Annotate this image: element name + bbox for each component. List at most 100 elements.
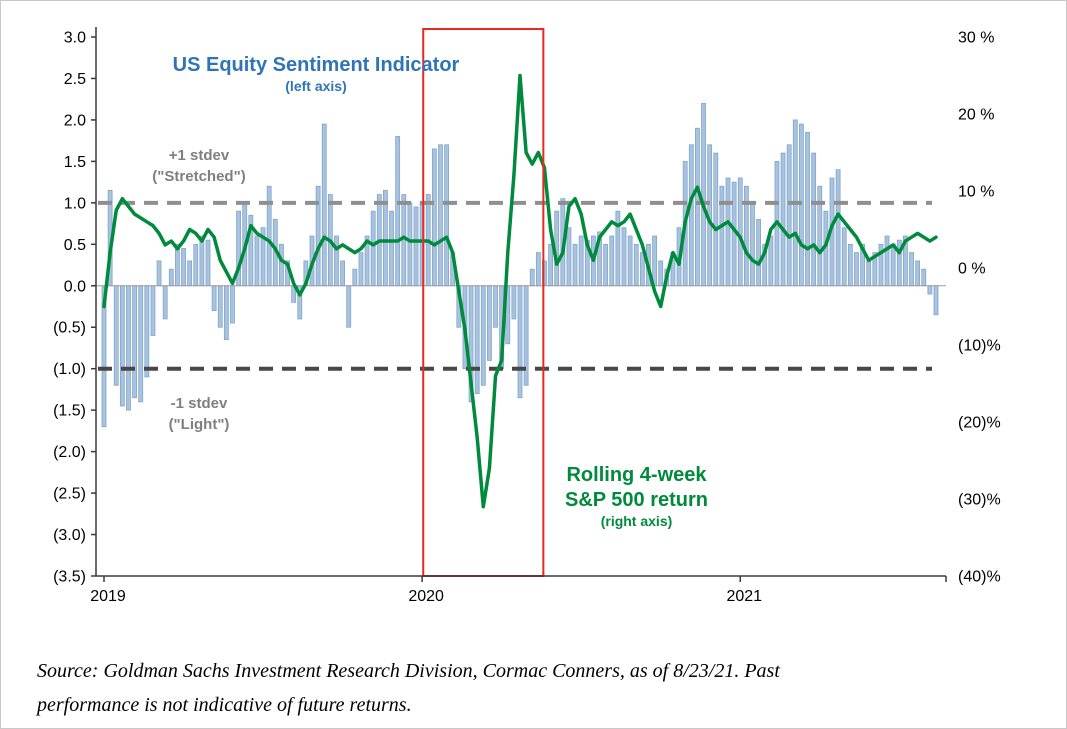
- sentiment-bar: [847, 243, 853, 287]
- sentiment-vs-return-chart: 3.0 2.5 2.0 1.5 1.0 0.5 0.0 (0.5) (1.0) (1.5) (2.0…: [53, 27, 1001, 605]
- year-tick-label: 2019: [90, 588, 126, 605]
- sentiment-bar: [358, 252, 364, 287]
- sentiment-bar: [578, 235, 584, 287]
- sentiment-bar: [438, 144, 443, 287]
- sentiment-bar: [615, 210, 621, 287]
- sentiment-bar: [609, 235, 615, 287]
- sentiment-bar: [866, 260, 872, 287]
- upper-stdev-sublabel: ("Stretched"): [152, 168, 246, 185]
- sentiment-bar: [480, 285, 486, 386]
- right-axis-tick-label: (20)%: [958, 415, 1001, 432]
- right-axis-tick-label: 0 %: [958, 261, 986, 278]
- sentiment-bar: [652, 235, 657, 287]
- sentiment-bar: [909, 252, 914, 287]
- sentiment-bar: [119, 285, 125, 407]
- left-axis-tick-label: (3.5): [53, 569, 86, 586]
- chart-title: US Equity Sentiment Indicator: [172, 54, 460, 76]
- sentiment-bar: [768, 235, 774, 287]
- left-axis-tick-label: 0.0: [64, 278, 86, 295]
- line-series-axis-note: (right axis): [600, 513, 673, 529]
- sentiment-bar: [138, 285, 144, 403]
- sentiment-bar: [884, 235, 890, 287]
- sentiment-bar: [725, 177, 731, 287]
- right-axis-tick-label: 10 %: [958, 184, 994, 201]
- line-series-label-1: Rolling 4-week: [566, 464, 707, 486]
- sentiment-bar: [193, 243, 199, 287]
- sentiment-bar: [162, 285, 168, 320]
- sentiment-bar: [334, 235, 339, 287]
- year-tick-label: 2021: [726, 588, 762, 605]
- sentiment-bar: [921, 268, 927, 287]
- sentiment-bar: [811, 152, 817, 287]
- sentiment-bar: [493, 285, 498, 328]
- sentiment-bar: [799, 123, 804, 287]
- sentiment-bar: [168, 268, 174, 287]
- sentiment-bar: [395, 136, 401, 287]
- sentiment-bar: [217, 285, 223, 328]
- sentiment-bar: [566, 227, 572, 287]
- sentiment-bar: [854, 252, 859, 287]
- source-note: Source: Goldman Sachs Investment Researc…: [37, 654, 1047, 723]
- sentiment-bar: [401, 194, 407, 287]
- left-axis-tick-label: (1.5): [53, 403, 86, 420]
- sentiment-bar: [750, 202, 755, 287]
- source-line-2: performance is not indicative of future …: [37, 694, 412, 717]
- sentiment-bar: [389, 210, 394, 287]
- sentiment-bar: [627, 235, 633, 287]
- sentiment-bar: [187, 260, 193, 287]
- sentiment-bar: [346, 285, 352, 328]
- right-axis-tick-label: 30 %: [958, 30, 994, 47]
- chart-title-axis-note: (left axis): [285, 78, 347, 94]
- sp500-return-line: [102, 73, 938, 509]
- sentiment-bar: [603, 243, 609, 287]
- left-axis-tick-label: 1.0: [64, 195, 86, 212]
- sentiment-bar: [370, 210, 376, 287]
- sentiment-bar: [529, 268, 535, 287]
- sentiment-bar: [805, 131, 810, 287]
- lower-stdev-sublabel: ("Light"): [168, 416, 230, 433]
- sentiment-bar: [915, 260, 921, 287]
- sentiment-bar: [633, 243, 639, 287]
- sentiment-bar: [695, 127, 700, 287]
- sentiment-bar: [517, 285, 523, 399]
- lower-stdev-label: -1 stdev: [170, 395, 228, 412]
- sentiment-bar: [156, 260, 162, 287]
- sentiment-bar: [890, 243, 896, 287]
- sentiment-bar: [211, 285, 217, 312]
- right-axis-tick-label: (10)%: [958, 338, 1001, 355]
- sentiment-bar: [639, 252, 645, 287]
- sentiment-bar: [688, 144, 694, 287]
- sentiment-bar: [144, 285, 150, 378]
- sentiment-bar: [621, 227, 627, 287]
- sentiment-bar: [126, 285, 131, 411]
- sentiment-bar: [407, 202, 413, 287]
- sentiment-bar: [431, 148, 437, 287]
- right-axis-tick-label: (30)%: [958, 492, 1001, 509]
- right-axis-tick-label: 20 %: [958, 107, 994, 124]
- sentiment-bar: [113, 285, 119, 386]
- upper-stdev-label-block: +1 stdev ("Stretched"): [119, 145, 279, 187]
- sentiment-bar: [933, 285, 939, 316]
- sentiment-bar: [175, 243, 180, 287]
- sentiment-bar: [223, 285, 229, 341]
- left-axis-tick-label: 3.0: [64, 30, 86, 47]
- sentiment-bar: [474, 285, 480, 394]
- sentiment-bar: [835, 169, 841, 287]
- sentiment-bar: [150, 285, 156, 336]
- left-axis-tick-label: 2.0: [64, 112, 86, 129]
- sentiment-bar: [352, 268, 358, 287]
- line-series-label-block: Rolling 4-week S&P 500 return (right axi…: [484, 463, 789, 531]
- sentiment-bar: [701, 102, 706, 287]
- left-axis-tick-label: 2.5: [64, 71, 86, 88]
- year-tick-label: 2020: [408, 588, 444, 605]
- left-axis-tick-label: (1.0): [53, 361, 86, 378]
- sentiment-bar: [737, 177, 743, 287]
- sentiment-bar: [572, 243, 578, 287]
- sentiment-bar: [205, 239, 211, 287]
- sentiment-bar: [658, 260, 664, 287]
- left-axis-tick-label: (0.5): [53, 320, 86, 337]
- sentiment-bar: [535, 252, 541, 287]
- chart-title-block: US Equity Sentiment Indicator (left axis…: [111, 53, 521, 96]
- sentiment-bar: [340, 260, 345, 287]
